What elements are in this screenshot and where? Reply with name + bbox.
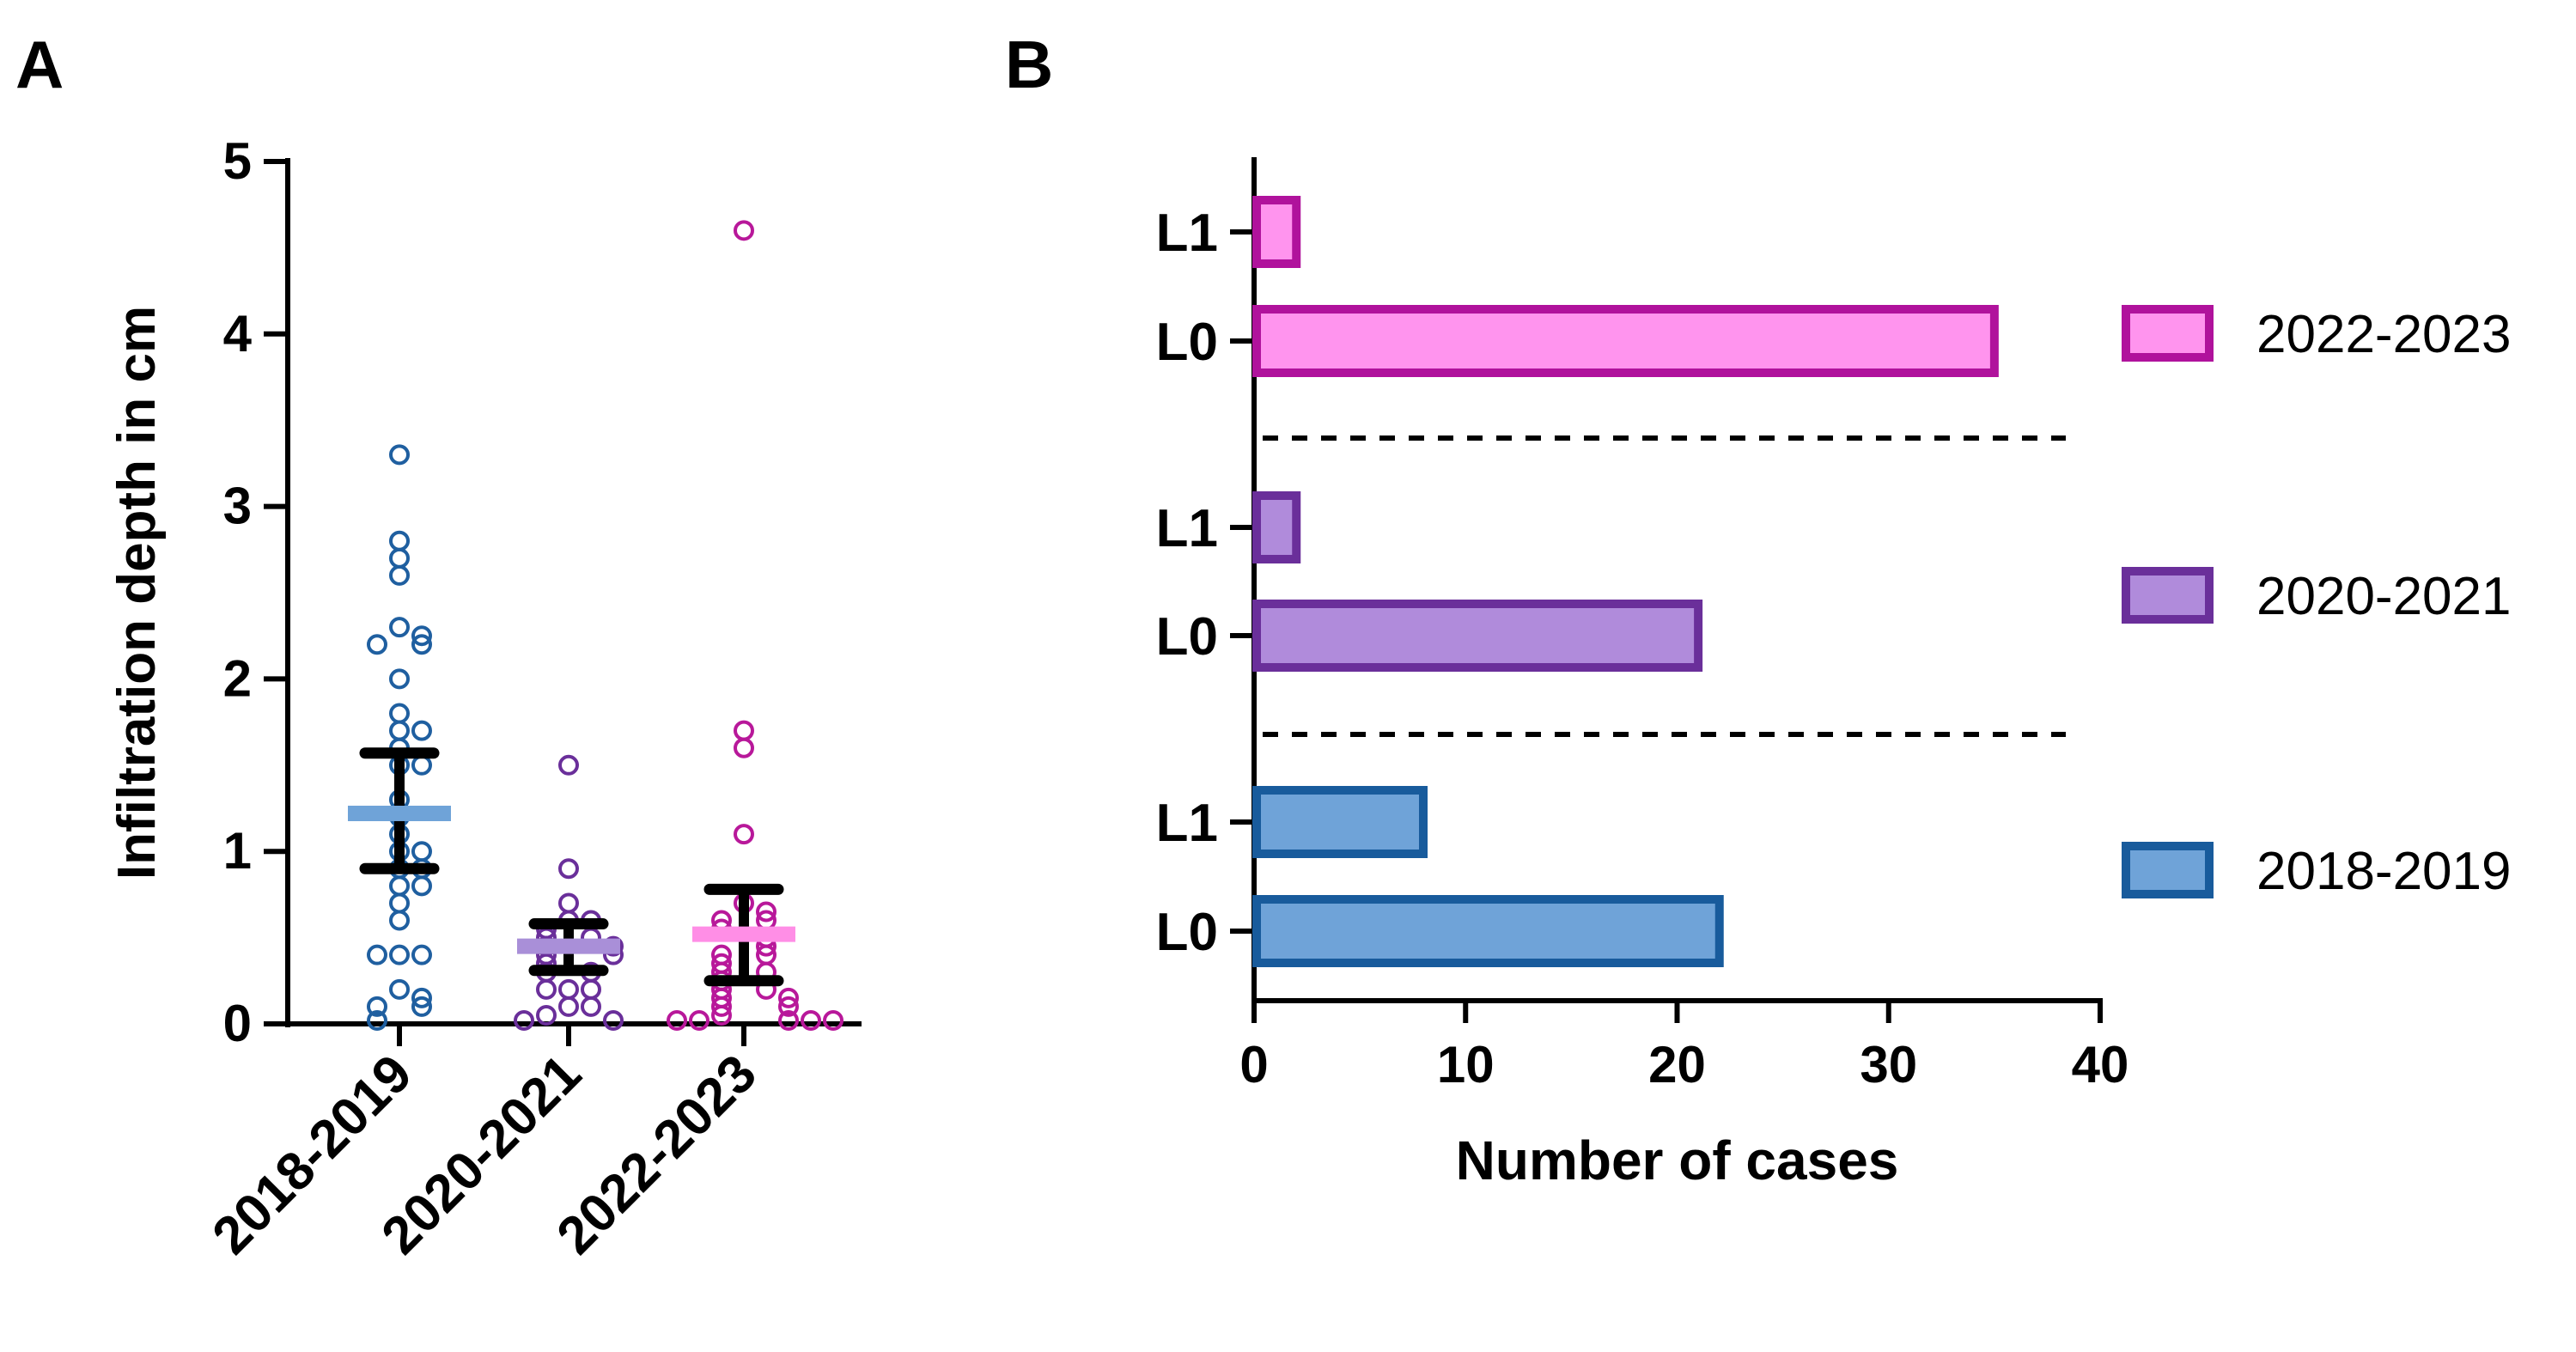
- data-point: [389, 617, 410, 638]
- legend-label: 2020-2021: [2256, 567, 2512, 626]
- panel-a-letter: A: [15, 27, 64, 102]
- data-point: [603, 1009, 624, 1031]
- y-tick-label: 1: [223, 822, 252, 880]
- bar: [1252, 491, 1301, 563]
- legend-swatch: [2122, 305, 2214, 362]
- y-tick-label: 3: [223, 478, 252, 535]
- y-tick-label: L0: [1156, 903, 1218, 962]
- data-point: [558, 754, 579, 776]
- data-point: [778, 996, 799, 1017]
- bar: [1252, 786, 1428, 858]
- data-point: [367, 944, 387, 965]
- data-point: [389, 547, 410, 569]
- data-point: [389, 564, 410, 586]
- data-point: [558, 996, 579, 1017]
- data-point: [558, 858, 579, 880]
- data-point: [778, 987, 799, 1008]
- panel-b-letter: B: [1005, 27, 1053, 102]
- data-point: [667, 1009, 687, 1031]
- data-point: [711, 996, 732, 1017]
- data-point: [558, 978, 579, 1000]
- bar: [1252, 196, 1301, 268]
- data-point: [581, 996, 601, 1017]
- y-tick-label: 2: [223, 649, 252, 707]
- data-point: [389, 892, 410, 914]
- panel-b-bar: 0 10 20 30 40 Number of cases L1 L0 2022-2023 L1 L…: [1156, 157, 2512, 1191]
- x-tick-label: 30: [1860, 1036, 1917, 1093]
- data-point: [411, 720, 432, 741]
- data-point: [389, 444, 410, 466]
- x-tick-label: 0: [1239, 1036, 1268, 1093]
- data-point: [411, 875, 432, 897]
- data-point: [389, 668, 410, 690]
- y-tick-label: L1: [1156, 794, 1218, 853]
- data-point: [734, 720, 754, 741]
- bar: [1252, 600, 1703, 672]
- data-point: [756, 901, 776, 923]
- y-tick-label: L0: [1156, 313, 1218, 372]
- data-point: [514, 1009, 534, 1031]
- data-point: [389, 703, 410, 724]
- y-tick-label: L1: [1156, 204, 1218, 263]
- data-point: [367, 996, 387, 1017]
- data-point: [411, 987, 432, 1008]
- bar: [1252, 895, 1724, 967]
- y-tick-label: L1: [1156, 499, 1218, 558]
- data-point: [734, 220, 754, 241]
- data-point: [734, 824, 754, 845]
- data-point: [389, 944, 410, 965]
- data-point: [411, 634, 432, 655]
- data-point: [389, 530, 410, 551]
- data-point: [389, 978, 410, 1000]
- data-point: [581, 978, 601, 1000]
- legend-swatch: [2122, 567, 2214, 624]
- data-point: [411, 754, 432, 776]
- data-point: [536, 978, 557, 1000]
- y-tick-label: 4: [223, 305, 253, 362]
- x-axis-label: Number of cases: [1456, 1130, 1899, 1191]
- legend-label: 2018-2019: [2256, 842, 2512, 901]
- x-tick-label: 10: [1437, 1036, 1495, 1093]
- y-tick-label: 5: [223, 132, 252, 190]
- bar: [1252, 305, 1999, 377]
- data-point: [734, 737, 754, 758]
- data-point: [778, 1009, 799, 1031]
- data-point: [689, 1009, 709, 1031]
- data-point: [367, 1009, 387, 1031]
- data-point: [711, 1004, 732, 1026]
- data-point: [411, 996, 432, 1017]
- x-tick-label: 40: [2072, 1036, 2129, 1093]
- y-tick-label: L0: [1156, 607, 1218, 667]
- data-point: [389, 720, 410, 741]
- x-tick-label: 20: [1648, 1036, 1706, 1093]
- data-point: [411, 841, 432, 862]
- data-point: [823, 1009, 843, 1031]
- data-point: [389, 875, 410, 897]
- data-point: [558, 892, 579, 914]
- legend-label: 2022-2023: [2256, 305, 2512, 364]
- legend-swatch: [2122, 842, 2214, 898]
- y-tick-label: 0: [223, 995, 252, 1052]
- data-point: [411, 625, 432, 647]
- data-point: [367, 634, 387, 655]
- data-point: [389, 910, 410, 931]
- data-point: [801, 1009, 821, 1031]
- data-point: [536, 1004, 557, 1026]
- y-axis-label: Infiltration depth in cm: [107, 306, 167, 880]
- data-point: [411, 944, 432, 965]
